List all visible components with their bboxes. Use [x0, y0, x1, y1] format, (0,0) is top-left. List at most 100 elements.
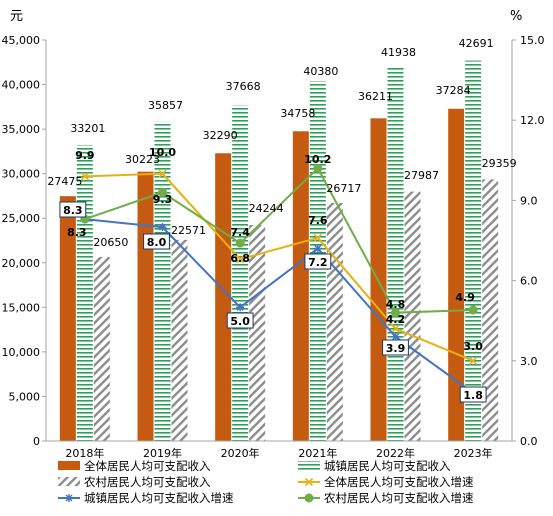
bar-total-0 — [59, 196, 76, 441]
left-tick-label: 25,000 — [2, 212, 41, 225]
label-total-growth-5: 3.0 — [463, 340, 483, 353]
label-urban-growth-0: 8.3 — [63, 204, 83, 217]
label-urban-growth-5: 1.8 — [463, 389, 483, 402]
label-total-4: 36211 — [358, 90, 393, 103]
label-total-0: 27475 — [47, 175, 82, 188]
label-urban-growth-2: 5.0 — [230, 315, 250, 328]
legend-urban-income-label: 城镇居民人均可支配收入 — [324, 459, 451, 473]
x-tick-label: 2018年 — [65, 446, 104, 460]
line-urban-growth-marker-1 — [158, 223, 167, 232]
legend-urban-income-swatch — [298, 461, 320, 470]
left-tick-label: 0 — [33, 435, 40, 448]
left-tick-label: 10,000 — [2, 346, 41, 359]
line-total-growth-marker-2 — [236, 255, 245, 264]
label-urban-0: 33201 — [70, 122, 105, 135]
right-tick-label: 9.0 — [520, 194, 538, 207]
line-total-growth-marker-1 — [158, 169, 167, 178]
label-rural-0: 20650 — [93, 236, 128, 249]
bar-rural-0 — [93, 256, 110, 441]
label-urban-3: 40380 — [303, 65, 338, 78]
label-rural-4: 27987 — [404, 169, 439, 182]
legend-rural-income-label: 农村居民人均可支配收入 — [84, 475, 211, 489]
label-urban-growth-1-box — [143, 233, 170, 250]
label-rural-growth-0: 8.3 — [67, 226, 87, 239]
x-tick-label: 2021年 — [298, 446, 337, 460]
label-rural-1: 22571 — [171, 224, 206, 237]
bar-rural-4 — [404, 191, 421, 441]
label-urban-growth-0-box — [59, 201, 87, 218]
x-tick-label: 2022年 — [376, 446, 415, 460]
line-rural-growth-marker-5 — [468, 305, 478, 315]
label-total-growth-1: 10.0 — [149, 146, 176, 159]
label-rural-growth-4: 4.8 — [386, 298, 406, 311]
bar-total-5 — [448, 108, 465, 442]
legend-rural-growth-marker — [304, 493, 314, 503]
left-tick-label: 5,000 — [9, 390, 41, 403]
label-total-growth-4: 4.2 — [386, 313, 406, 326]
x-tick-label: 2019年 — [143, 446, 182, 460]
legend-rural-growth-label: 农村居民人均可支配收入增速 — [324, 491, 474, 505]
label-urban-growth-2-box — [226, 312, 254, 329]
line-total-growth — [84, 172, 474, 362]
label-urban-growth-3: 7.2 — [308, 256, 328, 269]
label-rural-2: 24244 — [249, 202, 284, 215]
right-tick-label: 6.0 — [520, 275, 538, 288]
x-tick-label: 2023年 — [454, 446, 493, 460]
bar-urban-0 — [76, 145, 93, 441]
legend-total-growth-marker — [304, 477, 314, 487]
label-rural-5: 29359 — [482, 157, 517, 170]
right-tick-label: 3.0 — [520, 355, 538, 368]
label-urban-4: 41938 — [381, 46, 416, 59]
legend-total-growth-label: 全体居民人均可支配收入增速 — [324, 475, 474, 489]
right-axis-unit: % — [510, 9, 522, 24]
bar-urban-2 — [232, 105, 249, 441]
line-rural-growth-marker-1 — [158, 187, 167, 197]
legend-urban-growth-marker — [65, 494, 73, 502]
label-total-3: 34758 — [280, 107, 315, 120]
label-rural-growth-5: 4.9 — [455, 291, 475, 304]
line-urban-growth-marker-4 — [391, 332, 400, 341]
legend-total-income-label: 全体居民人均可支配收入 — [84, 459, 211, 473]
axes-layer: 0 5,000 10,000 15,000 20,000 25,000 30,000 35,0… — [2, 34, 545, 460]
lines-layer — [80, 163, 478, 397]
line-rural-growth-marker-3 — [313, 163, 323, 173]
label-rural-3: 26717 — [326, 182, 361, 195]
legend-total-income-swatch — [58, 461, 80, 470]
bar-total-2 — [215, 153, 232, 441]
label-rural-growth-2: 7.4 — [230, 226, 250, 239]
label-total-5: 37284 — [436, 84, 471, 97]
label-total-growth-2: 6.8 — [230, 252, 250, 265]
bar-urban-5 — [465, 60, 482, 442]
left-tick-label: 45,000 — [2, 34, 41, 47]
line-urban-growth-marker-2 — [236, 303, 245, 312]
left-tick-label: 15,000 — [2, 301, 41, 314]
line-rural-growth-marker-4 — [391, 308, 400, 318]
right-tick-label: 0.0 — [520, 435, 538, 448]
line-rural-growth-marker-2 — [235, 238, 245, 248]
bar-rural-2 — [249, 224, 266, 441]
line-total-growth-marker-5 — [469, 356, 478, 365]
bar-total-1 — [137, 171, 154, 441]
label-urban-growth-3-box — [304, 253, 332, 270]
right-tick-label: 12.0 — [520, 114, 545, 127]
label-total-1: 30223 — [125, 153, 160, 166]
line-rural-growth — [84, 166, 474, 314]
left-tick-label: 30,000 — [2, 168, 41, 181]
left-tick-label: 35,000 — [2, 123, 41, 136]
label-total-growth-0: 9.9 — [75, 149, 95, 162]
bar-total-3 — [292, 131, 309, 442]
line-urban-growth-marker-3 — [313, 244, 322, 253]
label-total-growth-3: 7.6 — [308, 214, 328, 227]
bar-rural-3 — [326, 202, 343, 441]
left-tick-label: 20,000 — [2, 257, 41, 270]
label-urban-5: 42691 — [459, 37, 494, 50]
left-tick-label: 40,000 — [2, 79, 41, 92]
legend-rural-income-swatch — [58, 477, 80, 486]
label-total-2: 32290 — [203, 129, 238, 142]
bar-urban-1 — [154, 121, 171, 441]
x-tick-label: 2020年 — [221, 446, 260, 460]
label-urban-growth-4-box — [382, 339, 409, 356]
labels-layer: 27475 30223 32290 34758 36211 37284 33201 35857… — [47, 37, 517, 403]
